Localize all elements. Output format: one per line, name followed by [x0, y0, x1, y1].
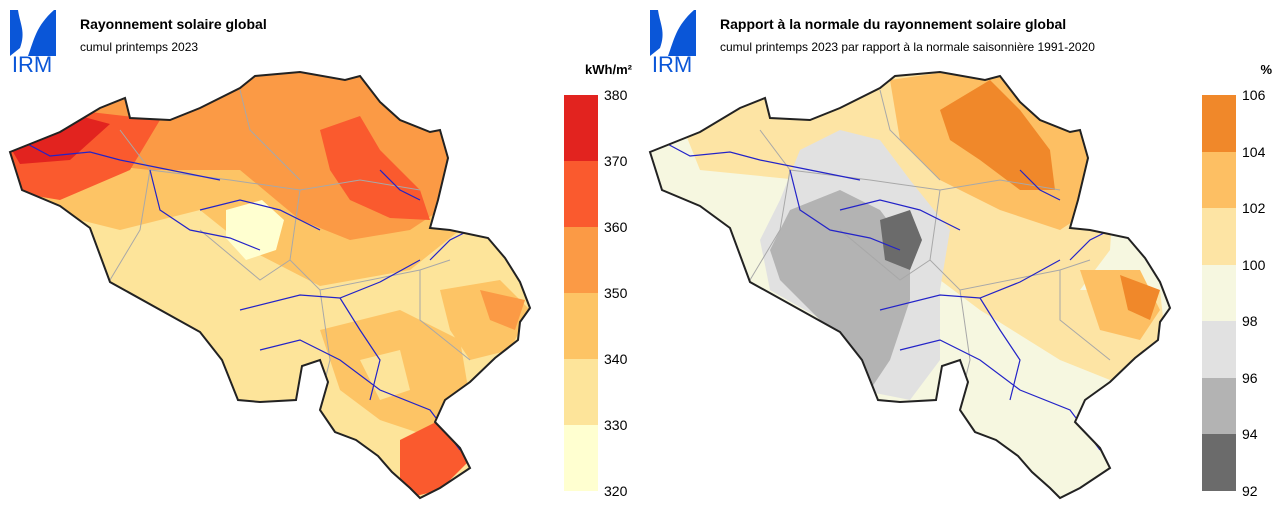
legend-tick-label: 98: [1242, 313, 1258, 330]
map-title: Rayonnement solaire global: [80, 16, 267, 32]
panel-left-solar-radiation: IRM Rayonnement solaire global cumul pri…: [9, 10, 632, 499]
legend-tick-label: 360: [604, 219, 628, 235]
legend-swatch: [1202, 377, 1236, 435]
legend-swatch: [1202, 264, 1236, 322]
legend-swatch: [1202, 151, 1236, 209]
legend-unit: kWh/m²: [585, 62, 632, 77]
legend-tick-label: 340: [604, 351, 628, 367]
svg-text:IRM: IRM: [12, 52, 52, 74]
legend-tick-label: 104: [1242, 143, 1266, 160]
legend-tick-label: 106: [1242, 87, 1266, 103]
legend-swatch: [564, 227, 598, 293]
svg-text:IRM: IRM: [652, 52, 692, 74]
legend-tick-label: 102: [1242, 200, 1266, 217]
legend-tick-label: 92: [1242, 483, 1258, 499]
irm-logo-icon: IRM: [10, 10, 56, 74]
legend-tick-label: 100: [1242, 256, 1266, 273]
map-subtitle: cumul printemps 2023 par rapport à la no…: [720, 40, 1095, 54]
legend-swatch: [564, 95, 598, 161]
legend-tick-label: 370: [604, 153, 628, 169]
legend-swatch: [564, 293, 598, 359]
legend-unit: %: [1260, 62, 1272, 77]
legend-swatch: [1202, 321, 1236, 378]
legend-tick-label: 94: [1242, 426, 1258, 443]
legend-swatch: [1202, 208, 1236, 265]
legend-swatch: [1202, 434, 1236, 491]
legend-tick-label: 330: [604, 417, 628, 433]
legend-tick-label: 380: [604, 87, 628, 103]
map-title: Rapport à la normale du rayonnement sola…: [720, 16, 1067, 32]
legend-swatch: [564, 425, 598, 491]
panel-right-ratio-to-normal: IRM Rapport à la normale du rayonnement …: [640, 0, 1280, 507]
legend-swatch: [564, 161, 598, 227]
legend-swatch: [564, 359, 598, 425]
legend-tick-label: 96: [1242, 369, 1258, 386]
map-subtitle: cumul printemps 2023: [80, 40, 199, 54]
irm-logo-icon: IRM: [650, 10, 696, 74]
legend-tick-label: 320: [604, 483, 628, 499]
legend-swatch: [1202, 95, 1236, 152]
legend-tick-label: 350: [604, 285, 628, 301]
belgium-radiation-map: [9, 71, 531, 499]
belgium-ratio-map: [649, 71, 1171, 499]
